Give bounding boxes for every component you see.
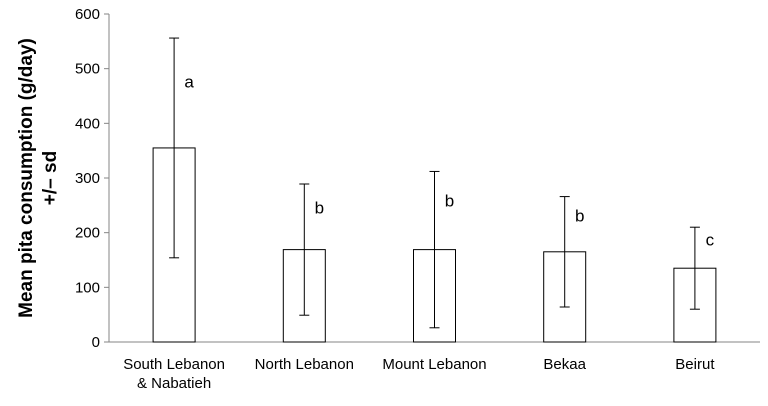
y-tick-label: 400: [75, 115, 100, 132]
x-category-label: Bekaa: [543, 356, 586, 373]
significance-label: b: [445, 192, 454, 211]
x-category-label: Mount Lebanon: [382, 356, 486, 373]
y-tick-label: 100: [75, 279, 100, 296]
y-tick-label: 600: [75, 6, 100, 23]
significance-label: b: [575, 206, 584, 225]
x-category-label: North Lebanon: [255, 356, 354, 373]
x-category-label: & Nabatieh: [137, 375, 211, 392]
y-tick-label: 300: [75, 170, 100, 187]
y-tick-label: 500: [75, 61, 100, 78]
significance-label: a: [184, 72, 194, 91]
y-axis-title-line-2: +/– sd: [40, 151, 61, 205]
plot-area: 0 100 200 300 400 500 600 a South Lebanon & Nabat…: [75, 6, 760, 392]
x-category-label: Beirut: [675, 356, 715, 373]
y-tick-label: 200: [75, 225, 100, 242]
x-category-label: South Lebanon: [123, 356, 225, 373]
y-axis-title-line-1: Mean pita consumption (g/day): [16, 38, 37, 318]
significance-label: c: [706, 231, 715, 250]
y-axis-title: Mean pita consumption (g/day) +/– sd: [16, 38, 61, 318]
significance-label: b: [315, 199, 324, 218]
y-tick-label: 0: [92, 334, 100, 351]
